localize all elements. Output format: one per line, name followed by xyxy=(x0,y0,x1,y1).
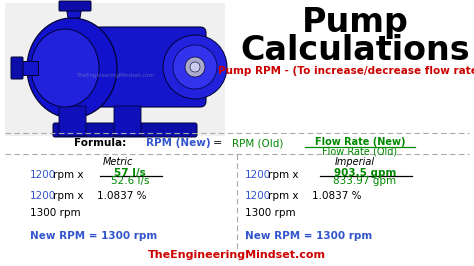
Text: 1200: 1200 xyxy=(30,191,56,201)
FancyBboxPatch shape xyxy=(86,56,108,78)
Polygon shape xyxy=(20,61,38,75)
Text: 903.5 gpm: 903.5 gpm xyxy=(334,168,396,178)
Circle shape xyxy=(190,62,200,72)
Polygon shape xyxy=(66,6,82,18)
Circle shape xyxy=(185,57,205,77)
Text: Metric: Metric xyxy=(103,157,133,167)
Text: 57 l/s: 57 l/s xyxy=(114,168,146,178)
Text: Flow Rate (Old): Flow Rate (Old) xyxy=(322,147,398,157)
Circle shape xyxy=(163,35,227,99)
Ellipse shape xyxy=(27,18,117,118)
Text: Imperial: Imperial xyxy=(335,157,375,167)
Text: Pump: Pump xyxy=(301,6,409,39)
Text: Formula:: Formula: xyxy=(74,138,126,148)
Text: rpm x: rpm x xyxy=(53,191,83,201)
Text: =: = xyxy=(213,138,223,148)
Text: Pump RPM - (To increase/decrease flow rate): Pump RPM - (To increase/decrease flow ra… xyxy=(218,66,474,76)
FancyBboxPatch shape xyxy=(114,106,141,136)
FancyBboxPatch shape xyxy=(11,57,23,79)
Text: 1300 rpm: 1300 rpm xyxy=(245,208,296,218)
FancyBboxPatch shape xyxy=(59,1,91,11)
Ellipse shape xyxy=(31,29,99,107)
Text: 833.97 gpm: 833.97 gpm xyxy=(333,176,397,186)
Text: 1300 rpm: 1300 rpm xyxy=(30,208,81,218)
Text: 1200: 1200 xyxy=(245,191,271,201)
Text: 1200: 1200 xyxy=(245,170,271,180)
Text: rpm x: rpm x xyxy=(268,191,299,201)
Text: New RPM = 1300 rpm: New RPM = 1300 rpm xyxy=(245,231,372,241)
Text: 52.6 l/s: 52.6 l/s xyxy=(111,176,149,186)
Text: TheEngineeringMindset.com: TheEngineeringMindset.com xyxy=(148,250,326,260)
Text: rpm x: rpm x xyxy=(53,170,83,180)
Text: New RPM = 1300 rpm: New RPM = 1300 rpm xyxy=(30,231,157,241)
Text: 1200: 1200 xyxy=(30,170,56,180)
Text: Calculations: Calculations xyxy=(240,34,470,67)
Text: 1.0837 %: 1.0837 % xyxy=(97,191,146,201)
FancyBboxPatch shape xyxy=(94,27,206,107)
FancyBboxPatch shape xyxy=(53,123,197,137)
Text: 1.0837 %: 1.0837 % xyxy=(312,191,362,201)
Text: Flow Rate (New): Flow Rate (New) xyxy=(315,137,405,147)
Text: rpm x: rpm x xyxy=(268,170,299,180)
Text: TheEngineeringMindset.com: TheEngineeringMindset.com xyxy=(76,73,154,78)
Circle shape xyxy=(173,45,217,89)
Text: RPM (New): RPM (New) xyxy=(146,138,210,148)
Text: RPM (Old): RPM (Old) xyxy=(232,138,283,148)
FancyBboxPatch shape xyxy=(59,106,86,136)
FancyBboxPatch shape xyxy=(5,3,225,136)
